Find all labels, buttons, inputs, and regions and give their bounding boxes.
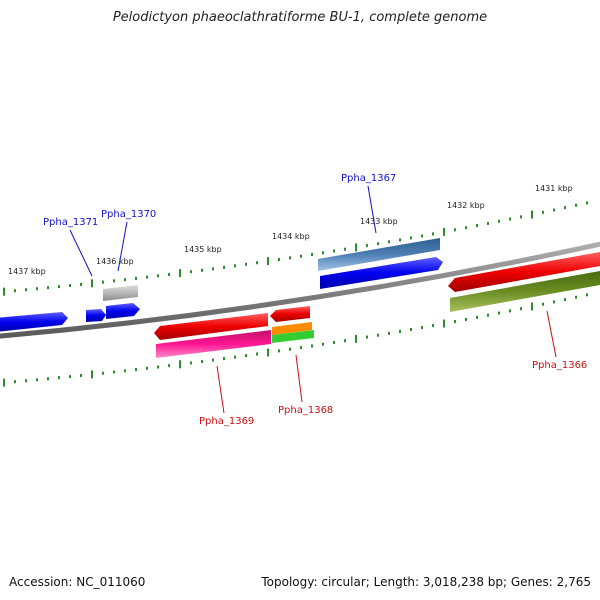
scale-label-1436: 1436 kbp [96,257,134,266]
leader-ppha-1367 [367,185,377,234]
gene-grey-arrow[interactable] [103,285,138,301]
scale-label-1437: 1437 kbp [8,267,46,276]
leader-ppha-1370 [117,221,128,272]
leader-ppha-1366 [546,310,557,358]
accession-text: Accession: NC_011060 [9,575,146,589]
label-ppha-1366[interactable]: Ppha_1366 [532,360,587,371]
gene-red-arrow-1[interactable] [154,313,268,340]
scale-label-1434: 1434 kbp [272,232,310,241]
scale-label-1435: 1435 kbp [184,245,222,254]
gene-blue-large-arrow[interactable] [320,257,443,289]
label-ppha-1369[interactable]: Ppha_1369 [199,416,254,427]
upper-scale-ticks [3,201,588,296]
gene-ppha-1369-bar[interactable] [156,330,271,358]
leader-ppha-1371 [69,229,93,277]
label-ppha-1367[interactable]: Ppha_1367 [341,173,396,184]
gene-red-arrow-3[interactable] [448,252,600,292]
genome-backbone [0,241,600,339]
genome-title: Pelodictyon phaeoclathratiforme BU-1, co… [112,10,488,25]
leader-ppha-1369 [216,365,225,414]
scale-label-1432: 1432 kbp [447,201,485,210]
gene-ppha-1368-green[interactable] [272,330,314,343]
gene-ppha-1370-arrow[interactable] [106,303,140,319]
gene-ppha-1368-orange[interactable] [272,322,312,335]
gene-ppha-1367-arrow[interactable] [318,238,440,271]
gene-red-arrow-2[interactable] [270,306,310,322]
label-ppha-1368[interactable]: Ppha_1368 [278,405,333,416]
gene-ppha-1366-bar[interactable] [450,271,600,312]
gene-blue-left-arrow[interactable] [0,312,68,332]
gene-ppha-1371-arrow[interactable] [86,309,106,322]
leader-ppha-1368 [295,354,303,403]
scale-label-1431: 1431 kbp [535,184,573,193]
label-ppha-1370[interactable]: Ppha_1370 [101,209,156,220]
topology-text: Topology: circular; Length: 3,018,238 bp… [261,575,591,589]
lower-scale-ticks [3,293,588,387]
scale-label-1433: 1433 kbp [360,217,398,226]
label-ppha-1371[interactable]: Ppha_1371 [43,217,98,228]
